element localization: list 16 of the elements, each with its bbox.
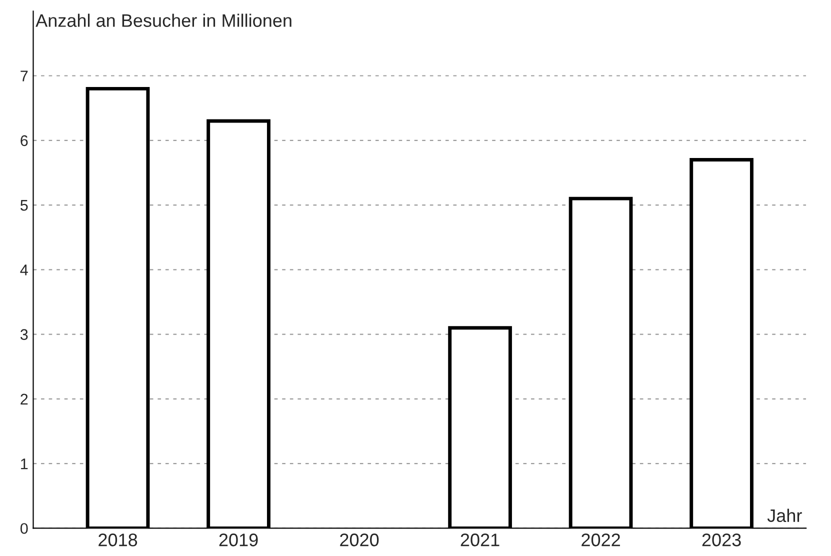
y-tick-label: 4: [20, 264, 28, 276]
y-tick-label: 5: [20, 200, 28, 211]
x-tick-label: 2022: [582, 534, 620, 546]
x-tick-label: 2019: [219, 534, 258, 546]
x-tick-label: 2020: [340, 534, 379, 546]
x-tick-label: 2021: [460, 534, 500, 546]
x-tick-label: 2023: [702, 534, 741, 546]
y-tick-label: 2: [20, 394, 28, 404]
y-tick-label: 1: [21, 458, 28, 470]
y-tick-label: 0: [20, 523, 28, 534]
y-axis-title: Anzahl an Besucher in Millionen: [36, 14, 292, 27]
x-axis-title: Jahr: [767, 508, 802, 522]
y-tick-label: 6: [20, 135, 28, 146]
y-tick-label: 3: [20, 329, 28, 340]
y-tick-label: 7: [20, 70, 28, 82]
x-tick-label: 2018: [98, 534, 138, 546]
